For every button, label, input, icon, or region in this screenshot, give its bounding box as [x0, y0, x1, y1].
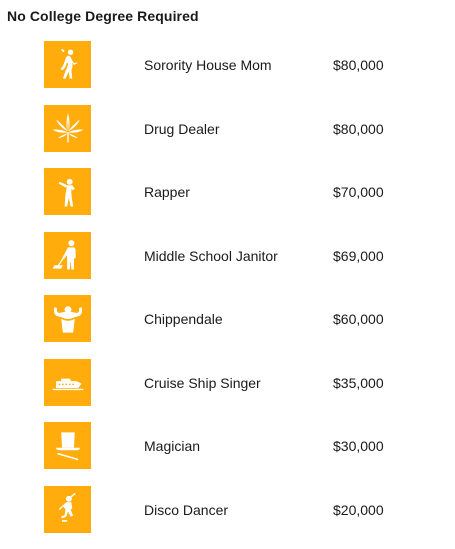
top-hat-wand-icon	[44, 422, 91, 469]
cannabis-leaf-icon	[44, 105, 91, 152]
janitor-broom-icon	[44, 232, 91, 279]
job-title: Magician	[144, 438, 200, 454]
job-row: Sorority House Mom $80,000	[0, 41, 455, 105]
job-salary: $35,000	[333, 375, 384, 391]
job-title: Cruise Ship Singer	[144, 375, 261, 391]
job-salary: $70,000	[333, 184, 384, 200]
job-salary: $69,000	[333, 248, 384, 264]
job-row: Rapper $70,000	[0, 168, 455, 232]
job-title: Disco Dancer	[144, 502, 228, 518]
job-title: Chippendale	[144, 311, 223, 327]
rapper-microphone-icon	[44, 168, 91, 215]
woman-silhouette-icon	[44, 41, 91, 88]
job-row: Chippendale $60,000	[0, 295, 455, 359]
page-title: No College Degree Required	[7, 8, 199, 24]
flexing-man-icon	[44, 295, 91, 342]
job-row: Magician $30,000	[0, 422, 455, 486]
job-salary: $80,000	[333, 57, 384, 73]
job-row: Middle School Janitor $69,000	[0, 232, 455, 296]
cruise-ship-icon	[44, 359, 91, 406]
job-title: Sorority House Mom	[144, 57, 272, 73]
job-title: Middle School Janitor	[144, 248, 278, 264]
job-title: Drug Dealer	[144, 121, 219, 137]
job-list: Sorority House Mom $80,000 Drug Dealer $…	[0, 41, 455, 549]
job-salary: $30,000	[333, 438, 384, 454]
job-row: Disco Dancer $20,000	[0, 486, 455, 549]
job-row: Drug Dealer $80,000	[0, 105, 455, 169]
job-salary: $80,000	[333, 121, 384, 137]
disco-dancer-icon	[44, 486, 91, 533]
job-salary: $60,000	[333, 311, 384, 327]
job-salary: $20,000	[333, 502, 384, 518]
job-row: Cruise Ship Singer $35,000	[0, 359, 455, 423]
job-title: Rapper	[144, 184, 190, 200]
